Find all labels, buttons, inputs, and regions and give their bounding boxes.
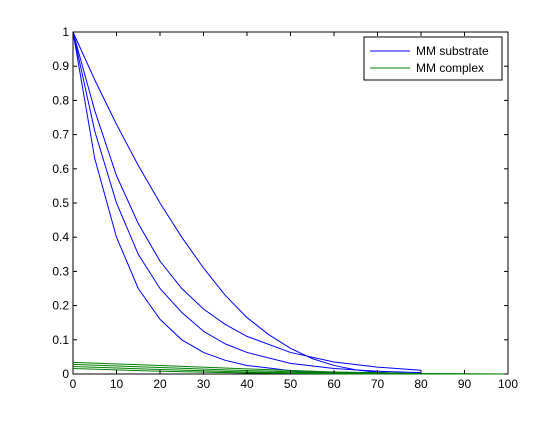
x-tick-label: 40	[240, 377, 254, 391]
y-tick-label: 0.4	[52, 230, 69, 244]
x-axis: 0 10 20 30 40 50 60 70 80 90 100	[70, 32, 518, 391]
y-tick-label: 0.1	[52, 333, 69, 347]
y-tick-label: 0.3	[52, 264, 69, 278]
x-tick-label: 0	[70, 377, 77, 391]
substrate-curve-2	[72, 31, 422, 374]
y-tick-label: 0	[62, 367, 69, 381]
x-tick-label: 100	[498, 377, 518, 391]
x-tick-label: 50	[284, 377, 298, 391]
legend-box	[363, 36, 503, 81]
y-tick-label: 0.2	[52, 299, 69, 313]
y-axis: 0 0.1 0.2 0.3 0.4 0.5 0.6 0.7 0.8 0.9 1	[52, 25, 508, 381]
y-tick-label: 0.9	[52, 59, 69, 73]
y-tick-label: 0.8	[52, 93, 69, 107]
plot-area	[72, 31, 509, 375]
y-tick-label: 0.6	[52, 162, 69, 176]
legend-label: MM complex	[416, 61, 484, 75]
y-tick-label: 0.5	[52, 196, 69, 210]
substrate-curve-4	[72, 31, 422, 375]
legend: MM substrate MM complex	[363, 36, 503, 81]
y-tick-label: 0.7	[52, 128, 69, 142]
x-tick-label: 70	[371, 377, 385, 391]
x-tick-label: 10	[110, 377, 124, 391]
legend-label: MM substrate	[416, 44, 489, 58]
x-tick-label: 90	[458, 377, 472, 391]
y-tick-label: 1	[62, 25, 69, 39]
x-tick-label: 60	[327, 377, 341, 391]
substrate-curve-3	[72, 31, 422, 371]
x-tick-label: 30	[197, 377, 211, 391]
x-tick-label: 80	[414, 377, 428, 391]
x-tick-label: 20	[153, 377, 167, 391]
